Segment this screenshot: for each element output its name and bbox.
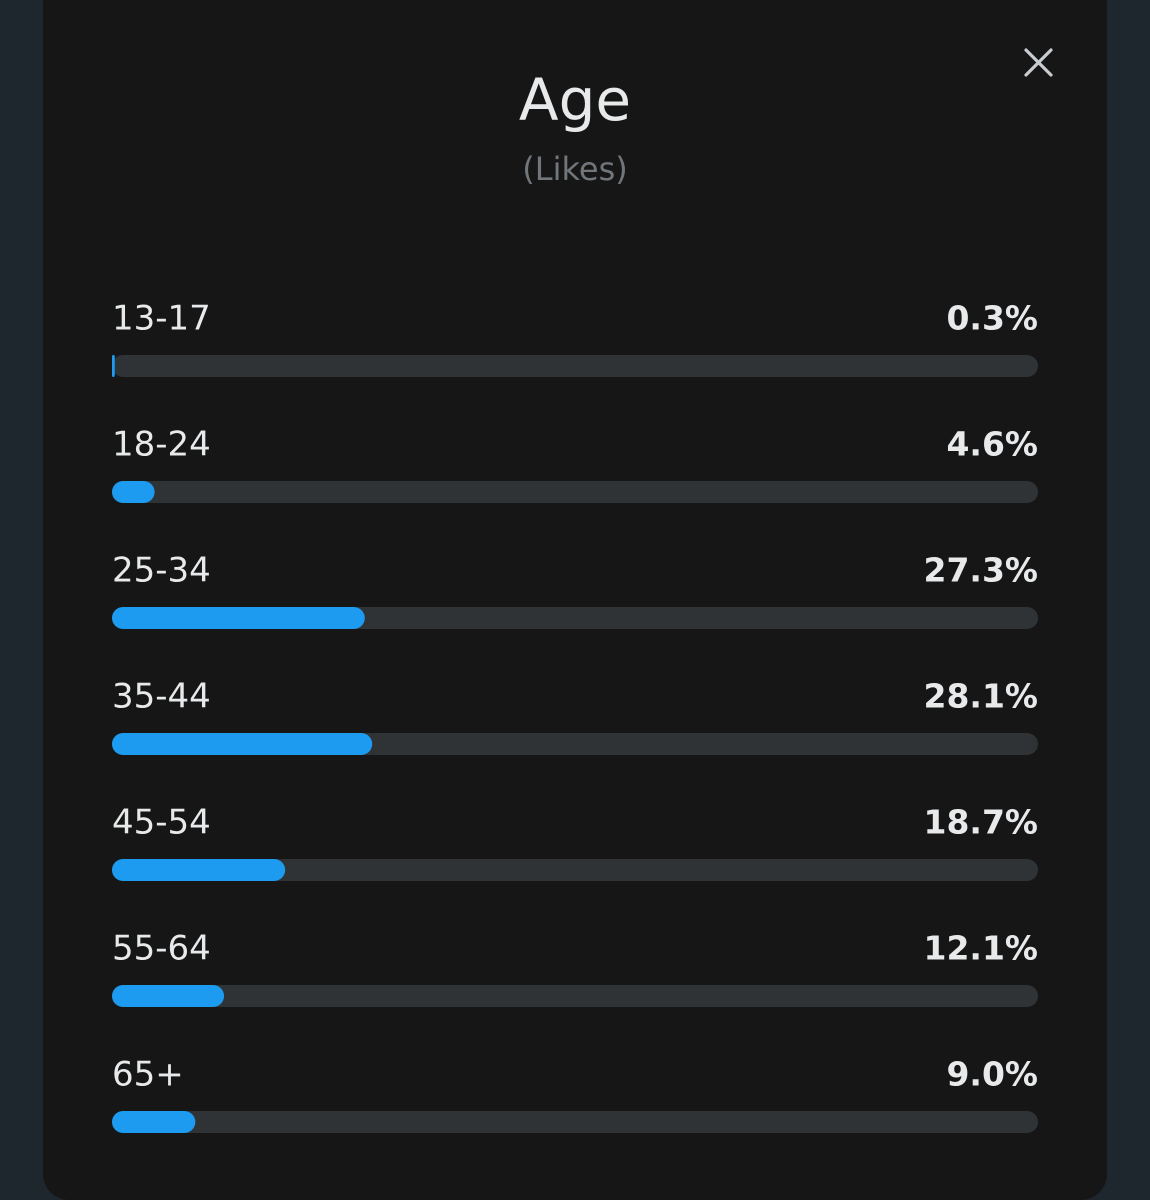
bar-track xyxy=(112,859,1038,881)
category-label: 18-24 xyxy=(112,425,211,465)
category-label: 25-34 xyxy=(112,551,211,591)
value-label: 12.1% xyxy=(924,929,1039,968)
value-label: 27.3% xyxy=(924,551,1039,590)
value-label: 18.7% xyxy=(924,803,1039,842)
modal-subtitle: (Likes) xyxy=(522,150,627,188)
bar xyxy=(112,859,286,881)
modal xyxy=(43,0,1107,1200)
bar xyxy=(112,985,225,1007)
bar xyxy=(112,355,115,377)
category-label: 35-44 xyxy=(112,677,211,717)
value-label: 28.1% xyxy=(924,677,1039,716)
category-label: 45-54 xyxy=(112,803,211,843)
bar xyxy=(112,481,155,503)
bar xyxy=(112,1111,196,1133)
bar-track xyxy=(112,1111,1038,1133)
bar-track xyxy=(112,481,1038,503)
category-label: 65+ xyxy=(112,1055,184,1095)
close-icon[interactable] xyxy=(1024,48,1053,77)
category-label: 55-64 xyxy=(112,929,211,969)
value-label: 0.3% xyxy=(946,299,1038,338)
value-label: 4.6% xyxy=(946,425,1038,464)
bar xyxy=(112,607,365,629)
bar-track xyxy=(112,355,1038,377)
category-label: 13-17 xyxy=(112,299,211,339)
close-button[interactable] xyxy=(1010,34,1066,90)
bar xyxy=(112,733,373,755)
value-label: 9.0% xyxy=(946,1055,1038,1094)
modal-title: Age xyxy=(519,66,631,134)
bar-track xyxy=(112,985,1038,1007)
